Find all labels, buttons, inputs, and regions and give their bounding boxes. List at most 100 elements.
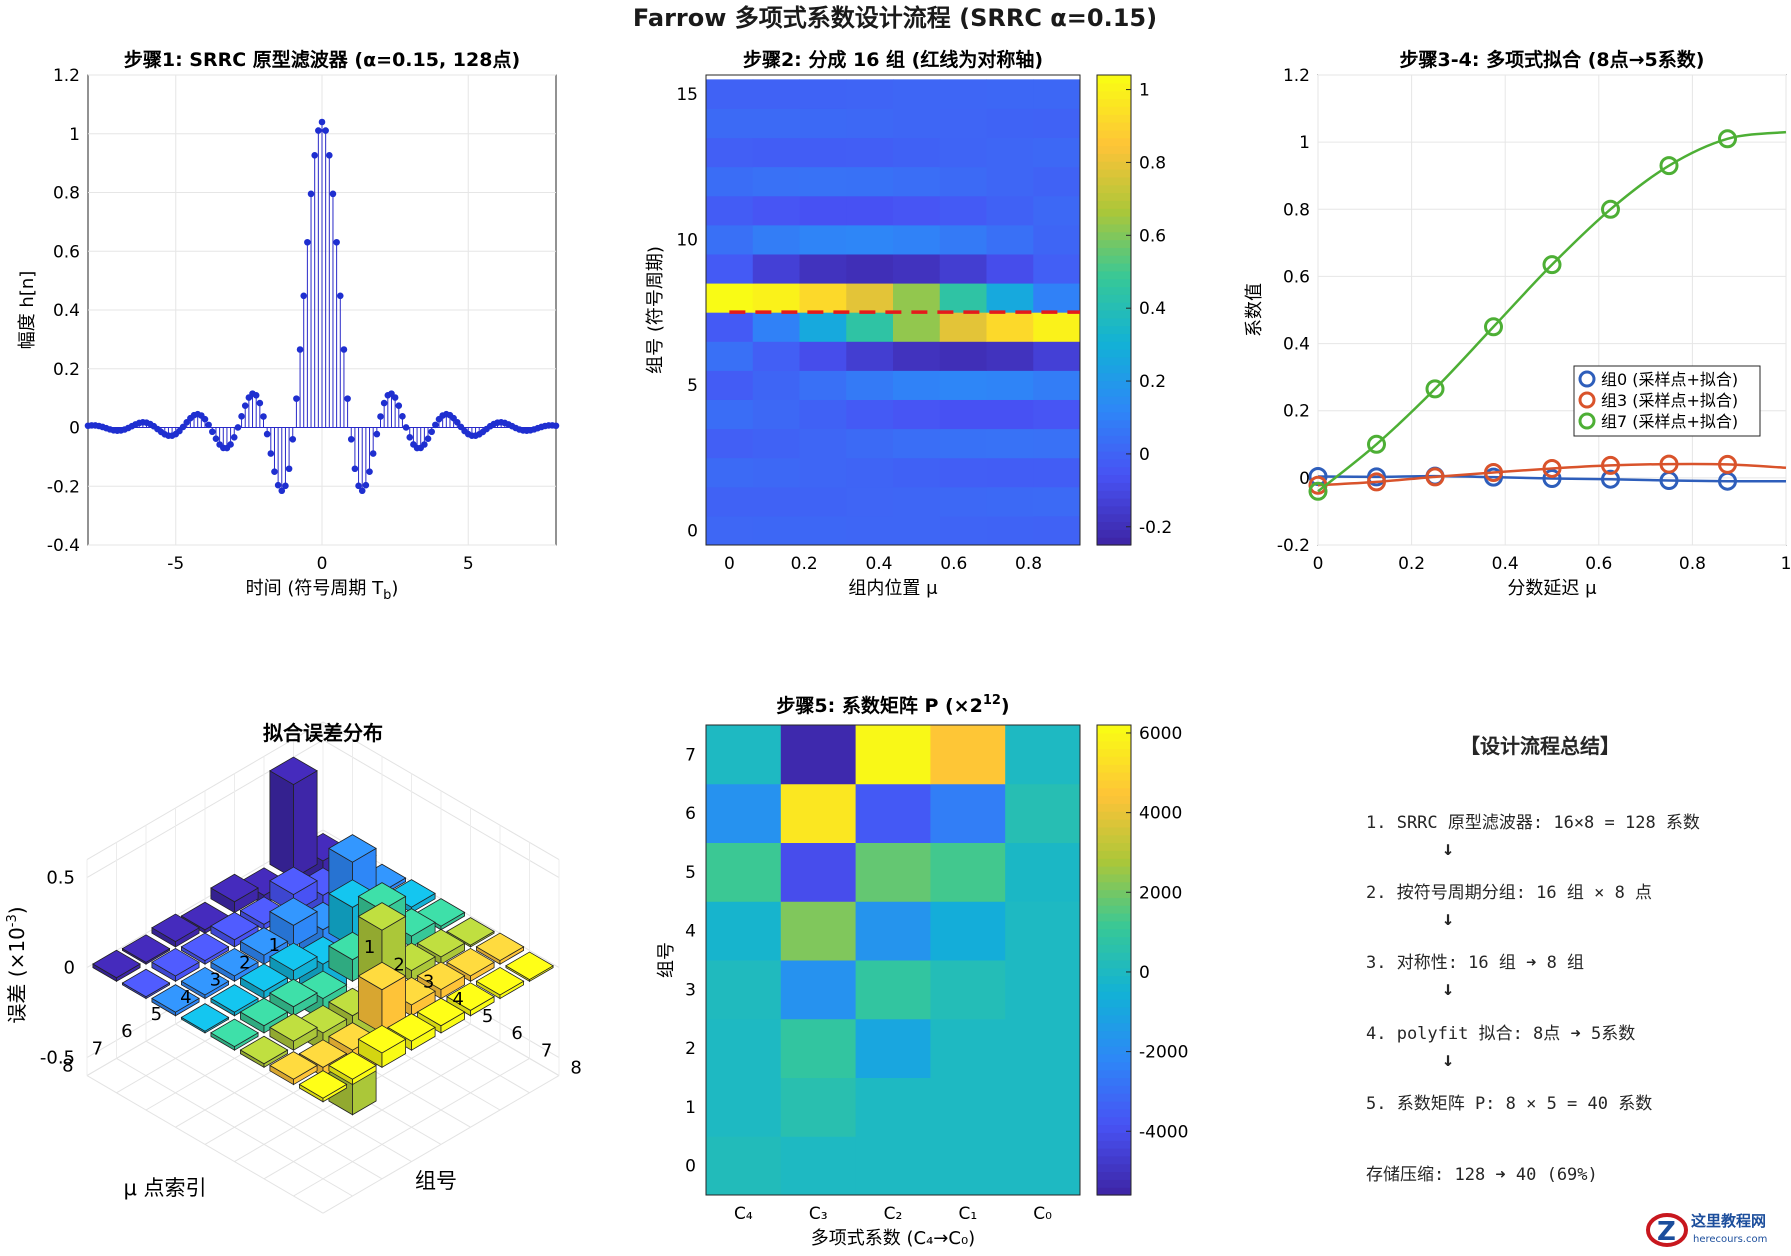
colorbar-segment xyxy=(1097,1038,1131,1047)
heatmap-cell xyxy=(752,137,800,168)
matrix-cell xyxy=(855,1077,931,1137)
err3d-xlabel: μ 点索引 xyxy=(123,1176,206,1200)
heatmap-cell xyxy=(799,457,847,488)
step5-ticks: C₄ C₃ C₂ C₁ C₀ 0 1 2 3 4 5 6 7 xyxy=(685,745,1052,1224)
heatmap-cell xyxy=(939,166,987,197)
heatmap-cell xyxy=(893,137,941,168)
colorbar-segment xyxy=(1097,537,1131,546)
sample-point-marker xyxy=(1484,462,1503,482)
colorbar-segment xyxy=(1097,294,1131,303)
sample-point-marker xyxy=(1601,199,1620,219)
heatmap-cell xyxy=(1033,79,1081,109)
colorbar-segment xyxy=(1097,1007,1131,1016)
heatmap-cell xyxy=(752,283,800,313)
colorbar-segment xyxy=(1097,952,1131,961)
legend-marker xyxy=(1578,391,1596,409)
matrix-cell xyxy=(706,842,782,902)
colorbar-segment xyxy=(1097,975,1131,985)
colorbar-tick-label: 0.8 xyxy=(1139,153,1166,173)
colorbar-segment xyxy=(1097,999,1131,1008)
colorbar-tick-label: 0.4 xyxy=(1139,299,1166,319)
err3d-floor-grid xyxy=(86,1075,324,1214)
error-bar-top xyxy=(269,897,318,926)
colorbar-segment xyxy=(1097,787,1131,797)
stem-marker xyxy=(289,435,297,443)
colorbar-segment xyxy=(1097,1085,1131,1094)
colorbar-segment xyxy=(1097,451,1131,460)
stem-marker xyxy=(241,402,249,409)
step5-title: 步骤5: 系数矩阵 P (×212) xyxy=(776,693,1009,717)
colorbar-segment xyxy=(1097,1116,1131,1126)
colorbar-tick-label: 4000 xyxy=(1139,804,1182,824)
error-bar-top xyxy=(505,951,554,981)
sample-point-marker xyxy=(1367,434,1386,454)
step1-xlabel: 时间 (符号周期 Tb) xyxy=(246,578,399,603)
stem-marker xyxy=(293,395,300,402)
heatmap-cell xyxy=(986,370,1034,400)
heatmap-cell xyxy=(752,195,800,226)
error-bar-top xyxy=(239,1035,289,1065)
colorbar-segment xyxy=(1097,75,1131,84)
matrix-cell xyxy=(930,1077,1006,1137)
heatmap-cell xyxy=(1033,253,1081,284)
colorbar-segment xyxy=(1097,357,1131,366)
matrix-cell xyxy=(706,960,782,1020)
heatmap-cell xyxy=(846,283,894,313)
err3d-ylabel: 组号 xyxy=(415,1169,457,1193)
heatmap-cell xyxy=(1033,312,1081,342)
colorbar-segment xyxy=(1097,200,1131,209)
colorbar-segment xyxy=(1097,1108,1131,1118)
error-bar-top xyxy=(269,1051,318,1080)
colorbar-segment xyxy=(1097,819,1131,828)
fit-curve xyxy=(1317,130,1787,493)
stem-marker xyxy=(406,434,414,441)
matrix-cell xyxy=(780,842,857,902)
heatmap-cell xyxy=(1033,486,1081,517)
err3d-xtick-label: 8 xyxy=(62,1056,73,1077)
matrix-cell xyxy=(930,783,1006,843)
error-bar-top xyxy=(210,947,259,977)
colorbar-segment xyxy=(1097,748,1131,757)
heatmap-cell xyxy=(893,486,941,517)
heatmap-cell xyxy=(799,283,847,313)
summary-arrow: ↓ xyxy=(1442,836,1455,860)
heatmap-cell xyxy=(893,370,941,400)
error-bar-top xyxy=(180,1003,230,1032)
sample-point-marker xyxy=(1659,156,1679,176)
error-bar-top xyxy=(298,1039,348,1068)
colorbar-segment xyxy=(1097,1140,1131,1149)
step5-xtick-label: C₄ xyxy=(734,1204,753,1224)
heatmap-cell xyxy=(752,253,800,284)
colorbar-segment xyxy=(1097,310,1131,319)
colorbar-segment xyxy=(1097,850,1131,859)
err3d-floor-grid xyxy=(322,1075,560,1214)
step34-ytick-label: 0.6 xyxy=(1283,267,1310,287)
summary-arrow: ↓ xyxy=(1442,1047,1455,1071)
colorbar-segment xyxy=(1097,1093,1131,1102)
error-bar-top xyxy=(210,1018,259,1048)
matrix-cell xyxy=(855,1018,931,1078)
colorbar-segment xyxy=(1097,372,1131,382)
sample-point-marker xyxy=(1659,454,1679,474)
colorbar-segment xyxy=(1097,122,1131,131)
step2-ylabel: 组号 (符号周期) xyxy=(645,246,666,374)
stem-marker xyxy=(399,413,406,420)
heatmap-cell xyxy=(799,195,847,226)
colorbar-tick-label: -2000 xyxy=(1139,1043,1188,1063)
heatmap-cell xyxy=(893,166,941,197)
heatmap-cell xyxy=(846,195,894,226)
colorbar-segment xyxy=(1097,223,1131,233)
heatmap-cell xyxy=(706,79,754,109)
heatmap-cell xyxy=(799,224,847,255)
colorbar-tick-label: -4000 xyxy=(1139,1122,1188,1142)
colorbar-segment xyxy=(1097,98,1131,107)
colorbar-segment xyxy=(1097,184,1131,194)
matrix-cell xyxy=(780,901,857,961)
step2-ticks: 0 0.2 0.4 0.6 0.8 0 5 10 15 xyxy=(676,85,1042,574)
sample-point-marker xyxy=(1542,255,1562,275)
colorbar-segment xyxy=(1097,404,1131,413)
heatmap-cell xyxy=(799,370,847,400)
summary-title: 【设计流程总结】 xyxy=(1460,734,1620,758)
